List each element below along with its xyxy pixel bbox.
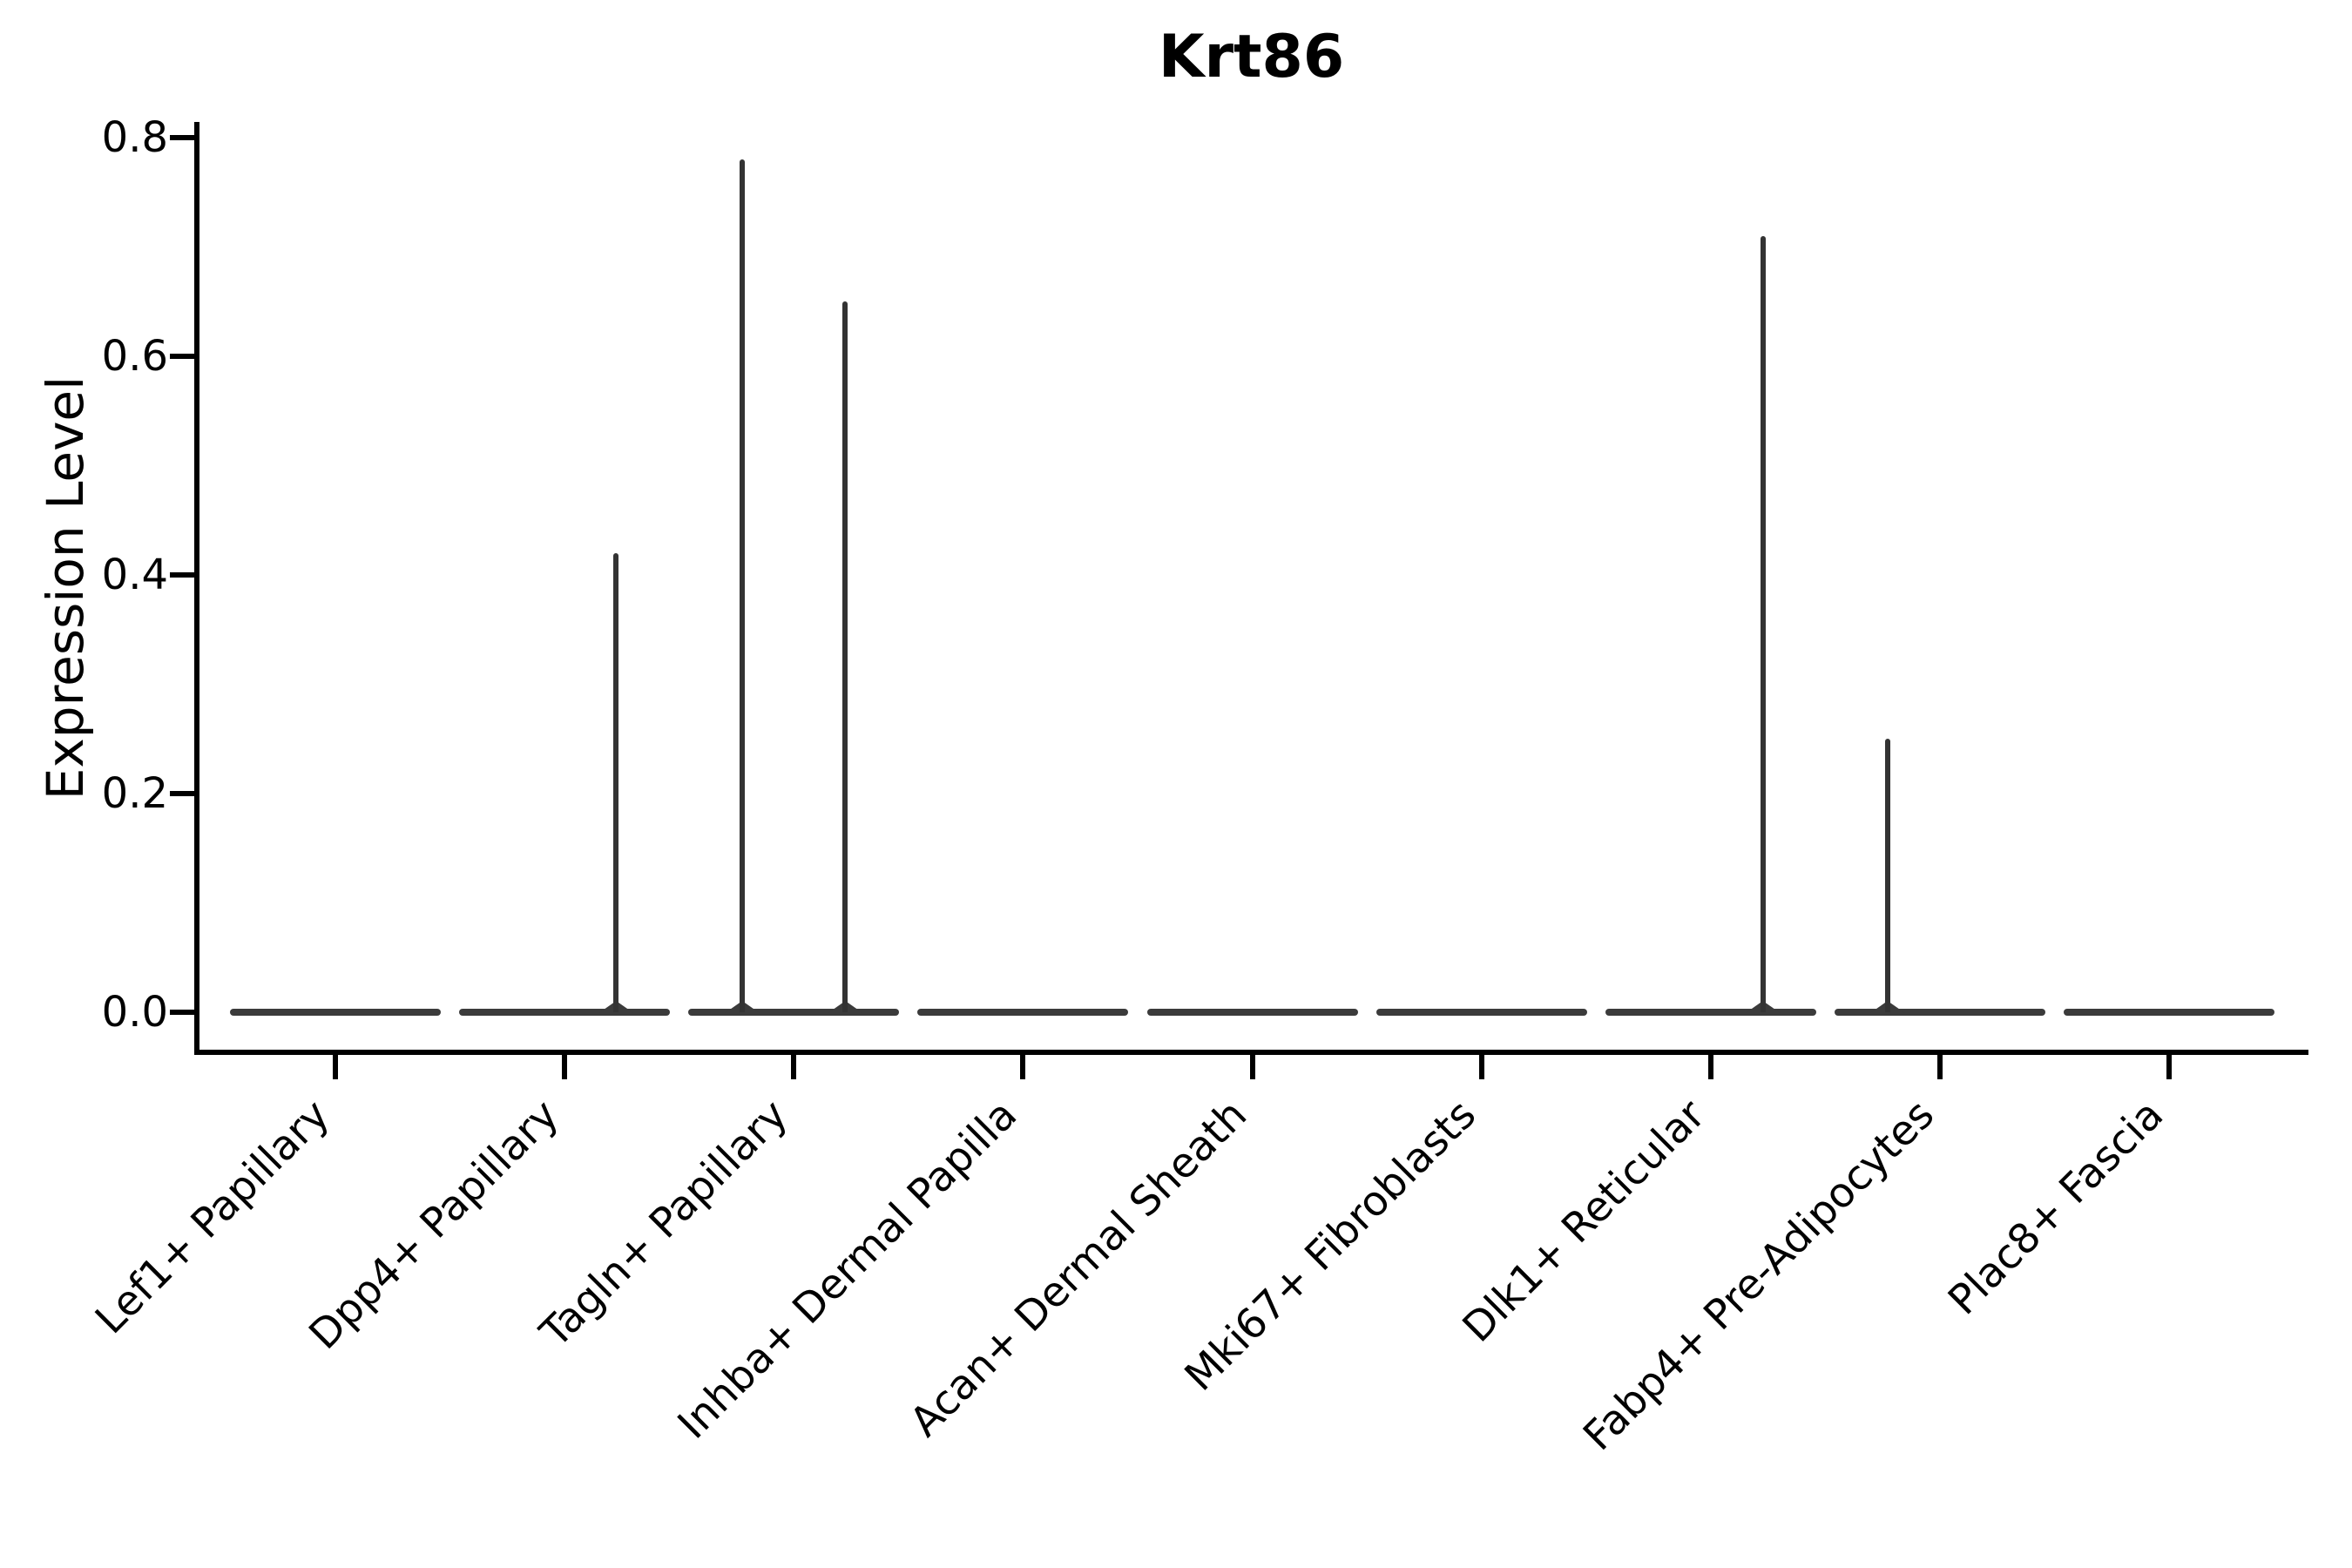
violin-bar — [1375, 1009, 1587, 1016]
y-tick-label: 0.8 — [101, 113, 168, 162]
y-tick — [170, 791, 194, 796]
x-tick-label: Plac8+ Fascia — [1939, 1091, 2173, 1325]
x-tick — [1478, 1055, 1484, 1079]
violin-bar — [688, 1009, 900, 1016]
violin-bar — [1146, 1009, 1358, 1016]
violin-bar — [459, 1009, 671, 1016]
y-tick-label: 0.4 — [101, 551, 168, 599]
violin-spike — [1760, 235, 1766, 1012]
x-tick — [1936, 1055, 1943, 1079]
x-axis-line — [194, 1050, 2308, 1055]
x-tick — [791, 1055, 797, 1079]
x-tick-label: Dlk1+ Reticular — [1453, 1091, 1714, 1352]
violin-spike — [613, 552, 619, 1012]
violin-bar — [1834, 1009, 2045, 1016]
y-tick-label: 0.2 — [101, 769, 168, 818]
plot-title: Krt86 — [1158, 23, 1345, 91]
y-tick-label: 0.6 — [101, 332, 168, 381]
y-tick-label: 0.0 — [101, 988, 168, 1037]
x-tick — [1020, 1055, 1026, 1079]
y-tick — [170, 1010, 194, 1015]
violin-spike — [1884, 739, 1890, 1012]
x-tick — [1249, 1055, 1255, 1079]
violin-spike — [740, 159, 746, 1012]
y-tick — [170, 354, 194, 359]
violin-bar — [1605, 1009, 1816, 1016]
violin-spike — [842, 301, 848, 1012]
violin-bar — [230, 1009, 441, 1016]
x-tick — [333, 1055, 338, 1079]
x-tick-label: Lef1+ Papillary — [86, 1091, 340, 1344]
y-tick — [170, 135, 194, 140]
violin-bar — [917, 1009, 1129, 1016]
x-tick — [1707, 1055, 1713, 1079]
x-tick — [562, 1055, 568, 1079]
y-axis-line — [194, 122, 199, 1055]
y-tick — [170, 572, 194, 578]
x-tick — [2166, 1055, 2172, 1079]
violin-bar — [2064, 1009, 2274, 1016]
